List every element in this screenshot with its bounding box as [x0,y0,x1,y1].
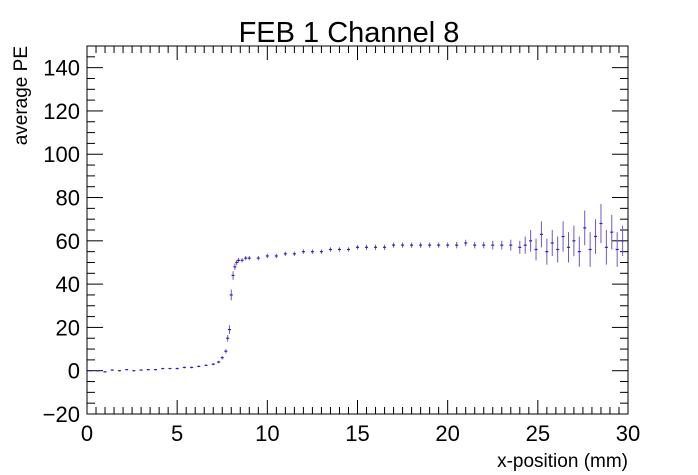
data-points [89,204,625,373]
x-tick-label: 10 [255,421,279,446]
y-tick-label: 0 [68,359,80,384]
plot-frame [86,45,629,415]
y-tick-label: 140 [43,56,80,81]
x-tick-label: 20 [435,421,459,446]
x-axis-label: x-position (mm) [497,451,628,472]
x-tick-label: 30 [616,421,640,446]
axis-ticks [86,45,629,415]
x-tick-label: 5 [171,421,183,446]
y-tick-label: 60 [56,229,80,254]
y-tick-labels: −20 0 20 40 60 80 100 120 140 [43,56,80,427]
y-tick-label: 40 [56,272,80,297]
y-tick-label: −20 [43,402,80,427]
y-tick-label: 100 [43,142,80,167]
x-tick-label: 15 [345,421,369,446]
y-tick-label: 120 [43,99,80,124]
y-tick-label: 80 [56,186,80,211]
x-tick-label: 25 [526,421,550,446]
y-axis-label: average PE [11,46,32,145]
chart-title: FEB 1 Channel 8 [239,17,460,49]
y-tick-label: 20 [56,315,80,340]
x-tick-labels: 0 5 10 15 20 25 30 [81,421,640,446]
x-tick-label: 0 [81,421,93,446]
